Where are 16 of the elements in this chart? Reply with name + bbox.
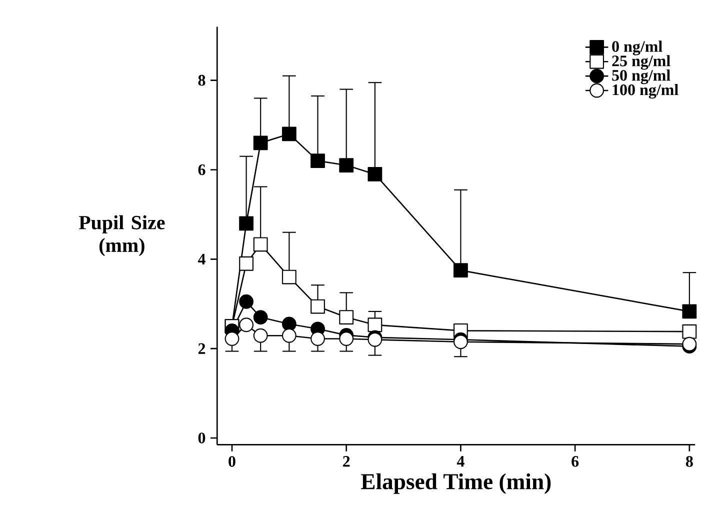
y-axis-title: Pupil Size (mm) (78, 215, 165, 256)
y-tick-label: 8 (198, 74, 206, 86)
y-tick-label: 6 (198, 164, 206, 176)
y-tick-label: 4 (198, 254, 206, 264)
legend-label: 25 ng/ml (612, 55, 670, 70)
x-tick-label: 8 (686, 456, 693, 467)
legend-label: 100 ng/ml (612, 84, 678, 99)
x-axis-title: Elapsed Time (min) (361, 473, 551, 494)
x-tick-label: 0 (228, 456, 236, 467)
x-tick-label: 4 (456, 456, 464, 467)
y-tick-label: 2 (198, 343, 206, 354)
x-tick-label: 6 (572, 456, 579, 467)
legend-label: 0 ng/ml (612, 40, 662, 56)
y-tick-label: 0 (198, 432, 206, 444)
x-tick-label: 2 (343, 456, 350, 467)
legend-label: 50 ng/ml (612, 70, 670, 84)
